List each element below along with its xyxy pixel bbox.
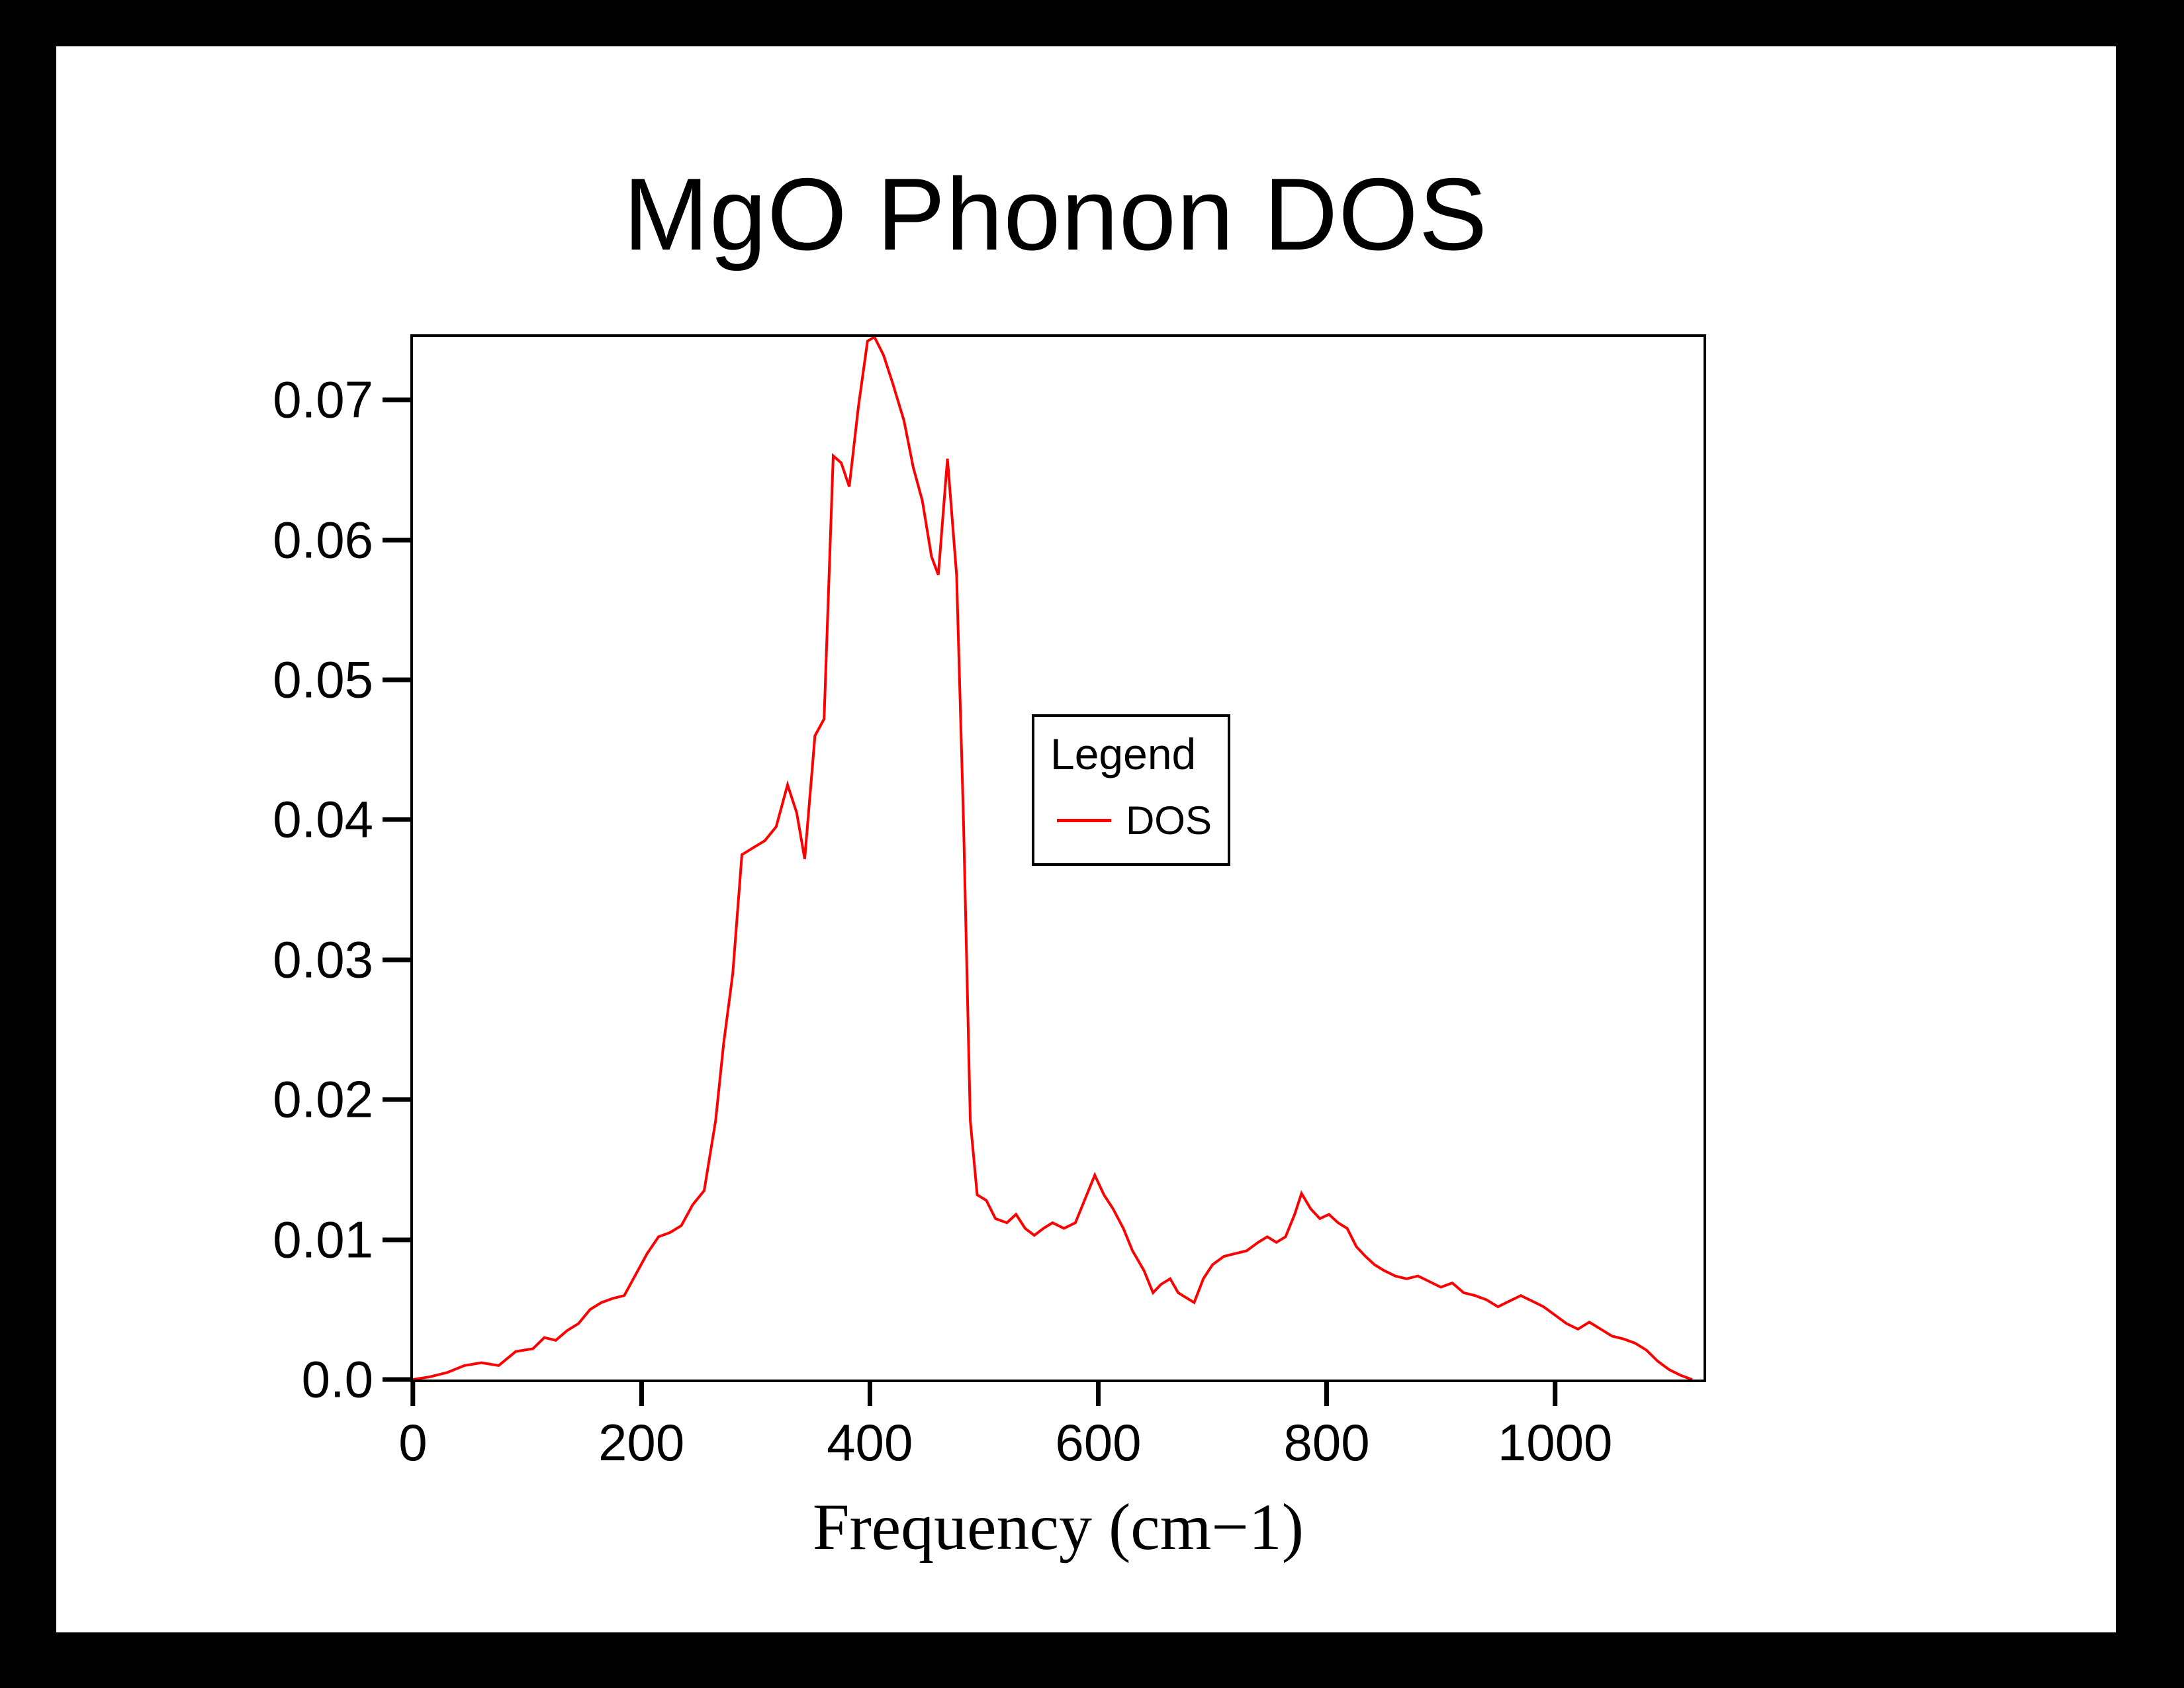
slide-page: MgO Phonon DOS Legend DOS Frequency (cm−…: [56, 46, 2116, 1632]
y-tick: 0.07: [273, 370, 413, 430]
x-tick-mark: [410, 1380, 416, 1406]
x-tick-mark: [1095, 1380, 1101, 1406]
legend-entry-label: DOS: [1125, 798, 1212, 843]
legend-entry-dos: DOS: [1057, 798, 1212, 843]
dos-curve: [413, 337, 1693, 1380]
legend-box: Legend DOS: [1032, 714, 1230, 866]
y-tick-mark: [383, 1377, 413, 1382]
x-tick: 400: [827, 1380, 913, 1473]
y-tick-mark: [383, 817, 413, 822]
x-axis-label: Frequency (cm−1): [812, 1490, 1304, 1564]
x-tick-mark: [867, 1380, 872, 1406]
x-tick: 600: [1055, 1380, 1141, 1473]
x-tick-label: 600: [1055, 1413, 1142, 1472]
y-tick-mark: [383, 397, 413, 402]
legend-title: Legend: [1050, 729, 1197, 778]
x-tick-label: 400: [827, 1413, 913, 1472]
x-tick-label: 800: [1283, 1413, 1370, 1472]
y-tick-mark: [383, 1237, 413, 1243]
y-tick-label: 0.05: [273, 650, 373, 709]
x-tick-mark: [639, 1380, 644, 1406]
y-tick: 0.06: [273, 510, 413, 570]
y-tick-label: 0.01: [273, 1210, 373, 1269]
x-tick: 200: [598, 1380, 684, 1473]
plot-area: Legend DOS Frequency (cm−1) 0.0 0.01 0.02 0…: [273, 334, 1706, 1564]
y-tick-mark: [383, 957, 413, 962]
y-tick-label: 0.02: [273, 1070, 373, 1129]
y-tick-label: 0.03: [273, 930, 373, 989]
y-tick-label: 0.0: [301, 1350, 373, 1409]
y-tick-mark: [383, 1097, 413, 1102]
chart-title: MgO Phonon DOS: [623, 157, 1488, 271]
y-tick-mark: [383, 677, 413, 682]
x-tick: 0: [398, 1380, 428, 1473]
y-tick: 0.01: [273, 1209, 413, 1270]
legend-line-sample-icon: [1057, 819, 1111, 822]
x-tick-mark: [1553, 1380, 1558, 1406]
x-tick-label: 0: [398, 1413, 428, 1472]
x-tick-label: 1000: [1497, 1413, 1613, 1472]
y-tick-label: 0.04: [273, 790, 373, 849]
y-tick: 0.02: [273, 1070, 413, 1130]
y-tick-mark: [383, 538, 413, 543]
y-tick: 0.0: [302, 1350, 413, 1410]
x-tick-label: 200: [598, 1413, 685, 1472]
y-tick: 0.03: [273, 929, 413, 990]
y-tick: 0.05: [273, 649, 413, 710]
x-tick: 800: [1283, 1380, 1370, 1473]
y-tick-label: 0.06: [273, 510, 373, 569]
y-tick-label: 0.07: [273, 370, 373, 429]
x-tick: 1000: [1497, 1380, 1613, 1473]
y-tick: 0.04: [273, 790, 413, 850]
x-tick-mark: [1324, 1380, 1330, 1406]
dos-curve-canvas: [413, 337, 1693, 1380]
